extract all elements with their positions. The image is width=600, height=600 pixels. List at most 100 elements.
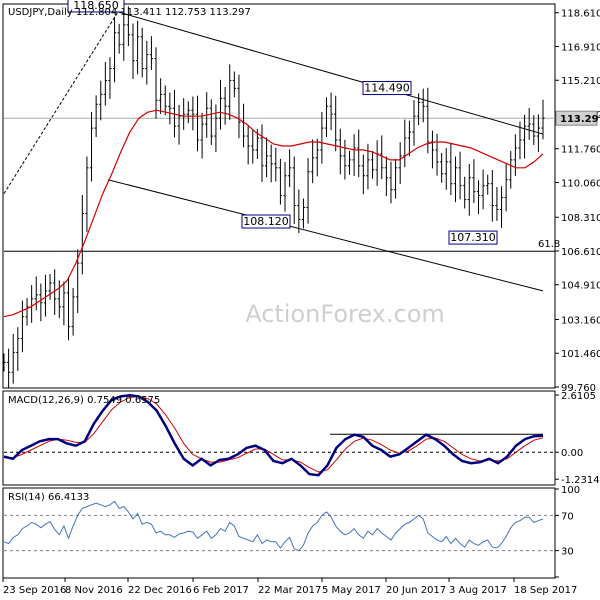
ohlc-bar: [246, 124, 250, 165]
ohlc-bar: [53, 269, 57, 315]
ohlc-bar: [375, 140, 379, 186]
ohlc-bar: [7, 348, 11, 389]
x-tick-label: 3 Aug 2017: [449, 585, 507, 596]
ohlc-bar: [43, 274, 48, 317]
ohlc-bar: [463, 176, 467, 209]
price-y-axis: 118.610116.910115.210113.510111.760110.0…: [555, 9, 600, 394]
ohlc-bar: [218, 79, 223, 130]
rsi-panel-frame: [2, 487, 556, 579]
price-y-tick-label: 111.760: [561, 145, 600, 156]
annotation-box: [362, 81, 412, 96]
ohlc-bar: [85, 156, 89, 232]
ohlc-bar: [195, 95, 200, 152]
ohlc-bar: [324, 97, 329, 138]
macd-signal-line: [4, 395, 544, 473]
ohlc-bar: [140, 27, 144, 78]
x-tick-label: 18 Sep 2017: [514, 585, 577, 596]
ohlc-bar: [334, 95, 338, 152]
ohlc-bar: [30, 285, 34, 323]
last-price-marker: 113.297: [555, 110, 600, 126]
ohlc-bar: [99, 80, 103, 121]
rsi-lines: [3, 500, 555, 552]
ohlc-bar: [338, 128, 342, 175]
ohlc-bar: [126, 6, 130, 47]
price-y-tick-label: 116.910: [561, 42, 600, 53]
ohlc-bar: [449, 143, 453, 196]
ohlc-bar: [509, 150, 513, 189]
ohlc-bar: [417, 93, 421, 126]
ohlc-bar: [232, 71, 236, 98]
ohlc-bar: [168, 92, 172, 125]
ohlc-bar: [117, 23, 121, 54]
annotation-box: [241, 214, 291, 229]
macd-panel-frame: [2, 390, 556, 486]
ohlc-bar: [532, 115, 536, 145]
ohlc-bar: [11, 333, 15, 384]
macd-y-tick-label: 2.6105: [561, 391, 596, 402]
macd-main-line: [3, 394, 544, 477]
x-tick-label: 6 Feb 2017: [193, 585, 249, 596]
price-y-tick-label: 110.060: [561, 178, 600, 189]
rsi-y-tick-label: 30: [561, 547, 574, 558]
price-ohlc-bars: [2, 6, 545, 389]
price-y-tick-label: 108.310: [561, 213, 600, 224]
ohlc-bar: [407, 120, 412, 157]
ohlc-bar: [223, 86, 227, 125]
ohlc-bar: [352, 134, 356, 176]
ohlc-bar: [66, 276, 71, 341]
ohlc-bar: [71, 287, 75, 336]
ohlc-bar: [237, 74, 241, 139]
ohlc-bar: [2, 353, 6, 372]
macd-y-tick-label: -1.2314: [561, 475, 600, 486]
ohlc-bar: [39, 283, 43, 322]
ohlc-bar: [264, 137, 269, 178]
ohlc-bar: [380, 135, 384, 180]
price-y-tick-label: 115.210: [561, 76, 600, 87]
ohlc-bar: [131, 23, 135, 80]
x-tick-label: 5 May 2017: [322, 585, 381, 596]
price-y-tick-label: 101.460: [561, 349, 600, 360]
price-y-tick-label: 104.910: [561, 281, 600, 292]
ohlc-bar: [490, 169, 494, 222]
annotation-label: 107.310: [450, 231, 496, 244]
ohlc-bar: [278, 158, 283, 205]
ohlc-bar: [186, 101, 190, 124]
ohlc-bar: [159, 78, 163, 115]
ohlc-bar: [89, 112, 94, 182]
rsi-y-tick-label: 70: [561, 511, 574, 522]
ohlc-bar: [260, 124, 264, 182]
ohlc-bar: [149, 36, 154, 70]
ohlc-bar: [251, 129, 255, 164]
ohlc-bar: [440, 152, 444, 183]
ohlc-bar: [398, 142, 402, 184]
macd-y-tick-label: 0.00: [561, 448, 583, 459]
ohlc-bar: [163, 85, 167, 116]
ohlc-bar: [513, 134, 517, 176]
channel-upper-line: [117, 11, 544, 135]
ohlc-bar: [486, 174, 490, 195]
ohlc-bar: [177, 104, 181, 145]
price-panel-frame: [2, 3, 556, 389]
ohlc-bar: [25, 297, 29, 326]
price-y-tick-label: 118.610: [561, 9, 600, 20]
annotation-label: 118.650: [73, 0, 119, 12]
ohlc-bar: [214, 104, 218, 153]
ohlc-bar: [315, 138, 319, 177]
ohlc-bar: [200, 112, 204, 159]
annotation-box: [67, 0, 125, 13]
ohlc-bar: [504, 163, 508, 212]
ohlc-bar: [20, 300, 25, 353]
ohlc-bar: [527, 108, 531, 140]
price-panel-title: USDJPY,Daily 112.804 113.411 112.753 113…: [8, 7, 251, 18]
ohlc-bar: [103, 61, 107, 106]
ohlc-bar: [16, 327, 20, 371]
ohlc-bar: [444, 148, 448, 190]
ohlc-bar: [412, 100, 416, 146]
price-annotation: 107.310: [448, 230, 498, 245]
macd-y-axis: 2.6105 0.00 -1.2314: [555, 391, 600, 486]
ohlc-bar: [135, 20, 140, 75]
ohlc-bar: [495, 187, 499, 221]
ohlc-bar: [209, 99, 213, 145]
ohlc-bar: [80, 195, 84, 275]
ohlc-bar: [306, 158, 310, 224]
